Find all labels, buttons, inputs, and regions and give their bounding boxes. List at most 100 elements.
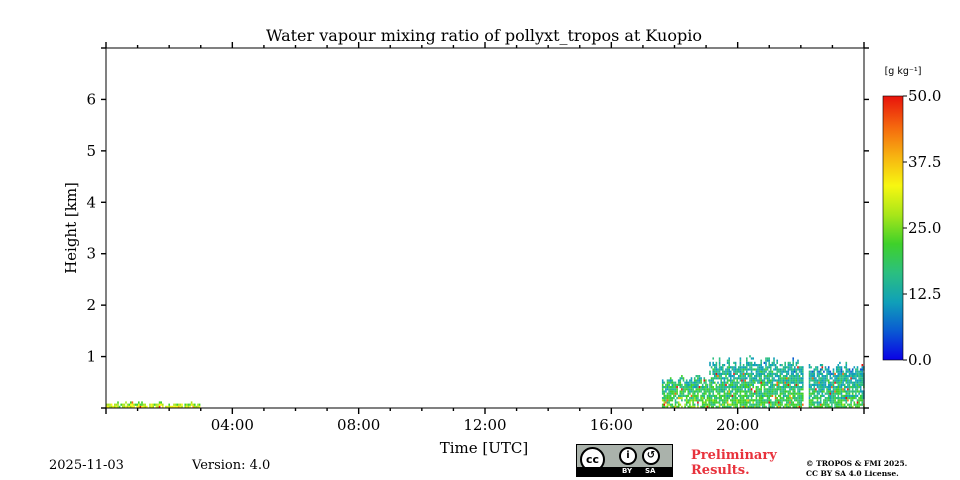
heatmap-cell: [757, 375, 759, 378]
heatmap-cell: [845, 394, 848, 397]
heatmap-cell: [697, 392, 699, 395]
heatmap-cell: [802, 403, 804, 406]
heatmap-cell: [715, 394, 718, 397]
heatmap-cell: [730, 377, 732, 380]
heatmap-cell: [700, 388, 702, 391]
heatmap-data: [106, 355, 865, 408]
heatmap-cell: [850, 397, 852, 400]
heatmap-cell: [835, 381, 838, 384]
heatmap-cell: [853, 375, 856, 378]
heatmap-cell: [823, 379, 825, 382]
heatmap-cell: [160, 401, 162, 404]
heatmap-cell: [714, 381, 716, 384]
heatmap-cell: [786, 375, 788, 378]
heatmap-cell: [117, 405, 119, 408]
heatmap-cell: [752, 377, 754, 380]
heatmap-cell: [726, 401, 729, 404]
heatmap-cell: [701, 383, 704, 386]
heatmap-cell: [726, 403, 729, 406]
heatmap-cell: [712, 401, 714, 404]
heatmap-cell: [786, 386, 788, 389]
heatmap-cell: [715, 375, 718, 378]
heatmap-cell: [765, 361, 767, 364]
heatmap-cell: [818, 401, 820, 404]
heatmap-cell: [733, 366, 735, 369]
heatmap-cell: [837, 397, 840, 400]
heatmap-cell: [749, 379, 751, 382]
heatmap-cell: [731, 397, 734, 400]
heatmap-cell: [682, 377, 685, 380]
heatmap-cell: [858, 390, 860, 393]
x-tick-label: 20:00: [716, 416, 759, 434]
heatmap-cell: [813, 368, 816, 371]
heatmap-cell: [754, 405, 756, 408]
heatmap-cell: [778, 370, 780, 373]
heatmap-cell: [847, 390, 849, 393]
heatmap-cell: [666, 401, 669, 404]
heatmap-cell: [771, 361, 774, 364]
heatmap-cell: [847, 381, 849, 384]
heatmap-cell: [720, 386, 722, 389]
heatmap-cell: [784, 366, 786, 369]
heatmap-cell: [784, 386, 786, 389]
heatmap-cell: [701, 394, 704, 397]
heatmap-cell: [708, 379, 710, 382]
heatmap-cell: [728, 368, 730, 371]
heatmap-cell: [847, 375, 849, 378]
heatmap-cell: [815, 394, 817, 397]
heatmap-cell: [190, 403, 193, 406]
heatmap-cell: [669, 377, 672, 380]
heatmap-cell: [789, 399, 791, 402]
heatmap-cell: [766, 368, 769, 371]
heatmap-cell: [797, 372, 799, 375]
heatmap-cell: [850, 399, 852, 402]
heatmap-cell: [840, 375, 843, 378]
heatmap-cell: [815, 366, 817, 369]
heatmap-cell: [855, 386, 857, 389]
heatmap-cell: [722, 368, 724, 371]
heatmap-cell: [768, 372, 770, 375]
heatmap-cell: [739, 375, 742, 378]
heatmap-cell: [763, 401, 766, 404]
heatmap-cell: [762, 379, 764, 382]
heatmap-cell: [808, 366, 811, 369]
heatmap-cell: [676, 401, 678, 404]
heatmap-cell: [808, 372, 811, 375]
heatmap-cell: [794, 379, 796, 382]
heatmap-cell: [802, 372, 804, 375]
x-tick-label: 08:00: [337, 416, 380, 434]
heatmap-cell: [746, 361, 748, 364]
heatmap-cell: [693, 381, 696, 384]
heatmap-cell: [665, 386, 667, 389]
heatmap-cell: [666, 388, 669, 391]
heatmap-cell: [747, 383, 750, 386]
heatmap-cell: [782, 383, 785, 386]
heatmap-cell: [798, 399, 801, 402]
heatmap-cell: [842, 370, 844, 373]
heatmap-cell: [763, 381, 766, 384]
heatmap-cell: [684, 386, 686, 389]
heatmap-cell: [118, 405, 121, 408]
heatmap-cell: [827, 397, 830, 400]
heatmap-cell: [742, 377, 745, 380]
heatmap-cell: [758, 388, 761, 391]
cc-license-badge[interactable]: cc i ↺ BY SA: [576, 444, 673, 477]
heatmap-cell: [821, 392, 824, 395]
heatmap-cell: [697, 386, 699, 389]
heatmap-cell: [856, 370, 859, 373]
heatmap-cell: [800, 399, 802, 402]
heatmap-cell: [749, 390, 751, 393]
heatmap-cell: [779, 403, 782, 406]
heatmap-cell: [765, 375, 767, 378]
heatmap-cell: [760, 392, 762, 395]
heatmap-cell: [106, 403, 108, 406]
heatmap-cell: [763, 375, 766, 378]
heatmap-cell: [824, 403, 827, 406]
heatmap-cell: [708, 405, 710, 408]
heatmap-cell: [770, 394, 772, 397]
heatmap-cell: [762, 403, 764, 406]
heatmap-cell: [829, 390, 832, 393]
heatmap-cell: [802, 388, 804, 391]
heatmap-cell: [818, 377, 820, 380]
heatmap-cell: [758, 394, 761, 397]
